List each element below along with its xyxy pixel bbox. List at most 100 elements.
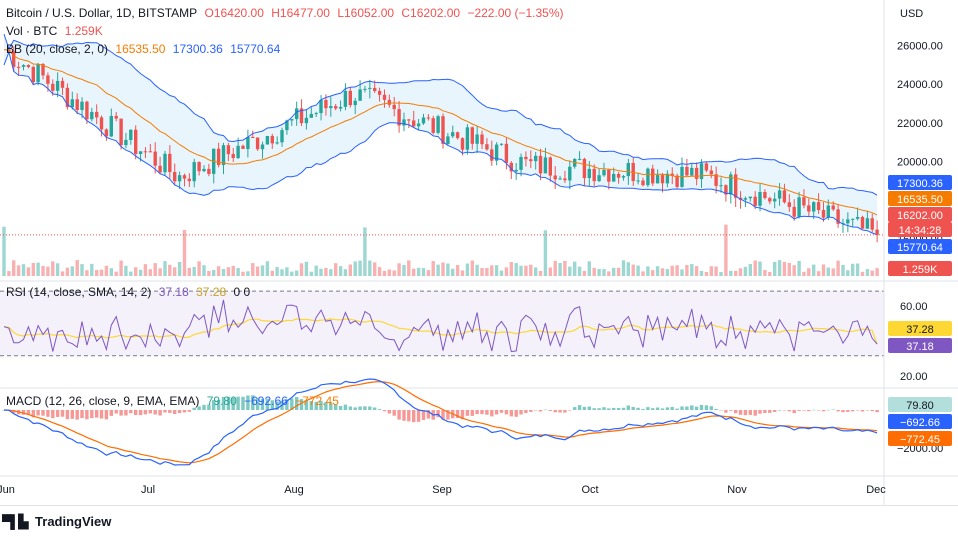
macd-histogram-bar	[275, 401, 279, 410]
macd-histogram-bar	[680, 406, 684, 410]
volume-bar	[792, 265, 796, 276]
macd-histogram-bar	[846, 410, 850, 412]
macd-histogram-bar	[270, 400, 274, 410]
badge-macd-hist-bg	[888, 397, 952, 412]
macd-histogram-bar	[363, 406, 367, 410]
candle-body	[134, 129, 138, 154]
macd-histogram-bar	[31, 410, 35, 418]
candle-body	[777, 190, 782, 199]
volume-bar	[309, 271, 313, 276]
volume-bar	[148, 269, 152, 276]
volume-bar	[216, 266, 221, 276]
volume-bar	[485, 268, 489, 276]
rsi-legend: RSI (14, close, SMA, 14, 2) 37.18 37.28 …	[6, 285, 254, 299]
volume-bar	[616, 267, 621, 276]
price-tick-label: 20000.00	[897, 156, 943, 168]
macd-histogram-bar	[397, 410, 401, 420]
macd-histogram-bar	[870, 410, 874, 412]
candle-body	[41, 64, 45, 76]
macd-histogram-bar	[387, 410, 391, 414]
candle-body	[821, 210, 826, 218]
volume-bar	[626, 262, 630, 276]
macd-histogram-bar	[865, 410, 870, 411]
tradingview-logo-icon: ▀▌▙	[2, 514, 28, 529]
macd-histogram-bar	[709, 406, 713, 410]
volume-bar	[490, 265, 494, 276]
candle-body	[173, 172, 177, 182]
candle-body	[129, 129, 133, 140]
macd-histogram-bar	[338, 406, 343, 410]
candle-body	[26, 65, 31, 67]
candle-body	[309, 113, 313, 118]
candle-body	[782, 190, 787, 203]
macd-histogram-bar	[138, 410, 143, 416]
macd-histogram-bar	[12, 410, 16, 413]
macd-histogram-bar	[109, 410, 113, 416]
macd-histogram-bar	[826, 409, 830, 411]
tradingview-logo[interactable]: ▀▌▙ TradingView	[2, 514, 111, 530]
macd-histogram-bar	[402, 410, 406, 421]
volume-bar	[831, 268, 835, 276]
macd-histogram-bar	[670, 407, 674, 410]
macd-histogram-bar	[441, 410, 445, 420]
candle-body	[860, 217, 865, 229]
macd-histogram-bar	[534, 410, 538, 411]
macd-histogram-bar	[143, 410, 148, 415]
volume-bar	[402, 264, 406, 276]
volume-bar	[621, 260, 626, 276]
volume-bar	[524, 265, 528, 276]
volume-bar	[177, 262, 182, 276]
macd-histogram-bar	[65, 410, 70, 420]
candle-body	[709, 170, 713, 175]
candle-body	[465, 127, 470, 150]
candle-body	[158, 165, 162, 173]
volume-bar	[773, 261, 777, 276]
volume-bar	[743, 266, 748, 276]
macd-histogram-bar	[187, 410, 191, 412]
volume-bar	[646, 266, 650, 276]
macd-histogram-bar	[231, 397, 235, 410]
volume-bar	[763, 270, 767, 276]
badge-rsi-ma: 37.28	[906, 324, 934, 336]
bollinger-band-fill	[4, 34, 878, 235]
bb-legend: BB (20, close, 2, 0) 16535.50 17300.36 1…	[6, 42, 284, 56]
volume-bar	[577, 266, 582, 276]
volume-bar	[631, 264, 635, 276]
macd-histogram-bar	[782, 410, 787, 411]
candle-body	[168, 153, 172, 172]
candle-body	[295, 108, 299, 120]
candle-body	[21, 65, 26, 67]
volume-bar	[714, 266, 718, 276]
ohlc-low: L16052.00	[337, 6, 395, 20]
candle-body	[119, 118, 123, 146]
volume-bar	[358, 260, 362, 276]
candle-body	[455, 132, 460, 139]
volume-bar	[119, 260, 123, 276]
volume-bar	[709, 266, 713, 276]
volume-bar	[431, 261, 435, 276]
macd-histogram-bar	[324, 402, 328, 410]
macd-histogram-bar	[36, 410, 40, 416]
macd-histogram-bar	[55, 410, 60, 417]
macd-histogram-bar	[573, 407, 577, 410]
macd-histogram-bar	[260, 398, 265, 410]
volume-bar	[382, 271, 387, 276]
volume-bar	[841, 264, 845, 276]
macd-histogram-bar	[548, 410, 552, 411]
volume-bar	[704, 272, 709, 276]
candle-body	[543, 157, 548, 174]
volume-bar	[782, 261, 787, 276]
volume-bar	[392, 270, 396, 276]
candle-body	[563, 178, 567, 181]
macd-histogram-bar	[490, 410, 494, 417]
candle-body	[187, 178, 191, 182]
macd-histogram-bar	[646, 407, 650, 410]
candle-body	[177, 175, 182, 182]
macd-signal-line	[3, 381, 878, 464]
volume-bar	[480, 268, 484, 276]
macd-histogram-bar	[21, 410, 26, 415]
candle-body	[787, 202, 791, 207]
macd-histogram-bar	[114, 410, 118, 414]
macd-histogram-bar	[641, 409, 645, 410]
macd-histogram-bar	[631, 407, 635, 410]
